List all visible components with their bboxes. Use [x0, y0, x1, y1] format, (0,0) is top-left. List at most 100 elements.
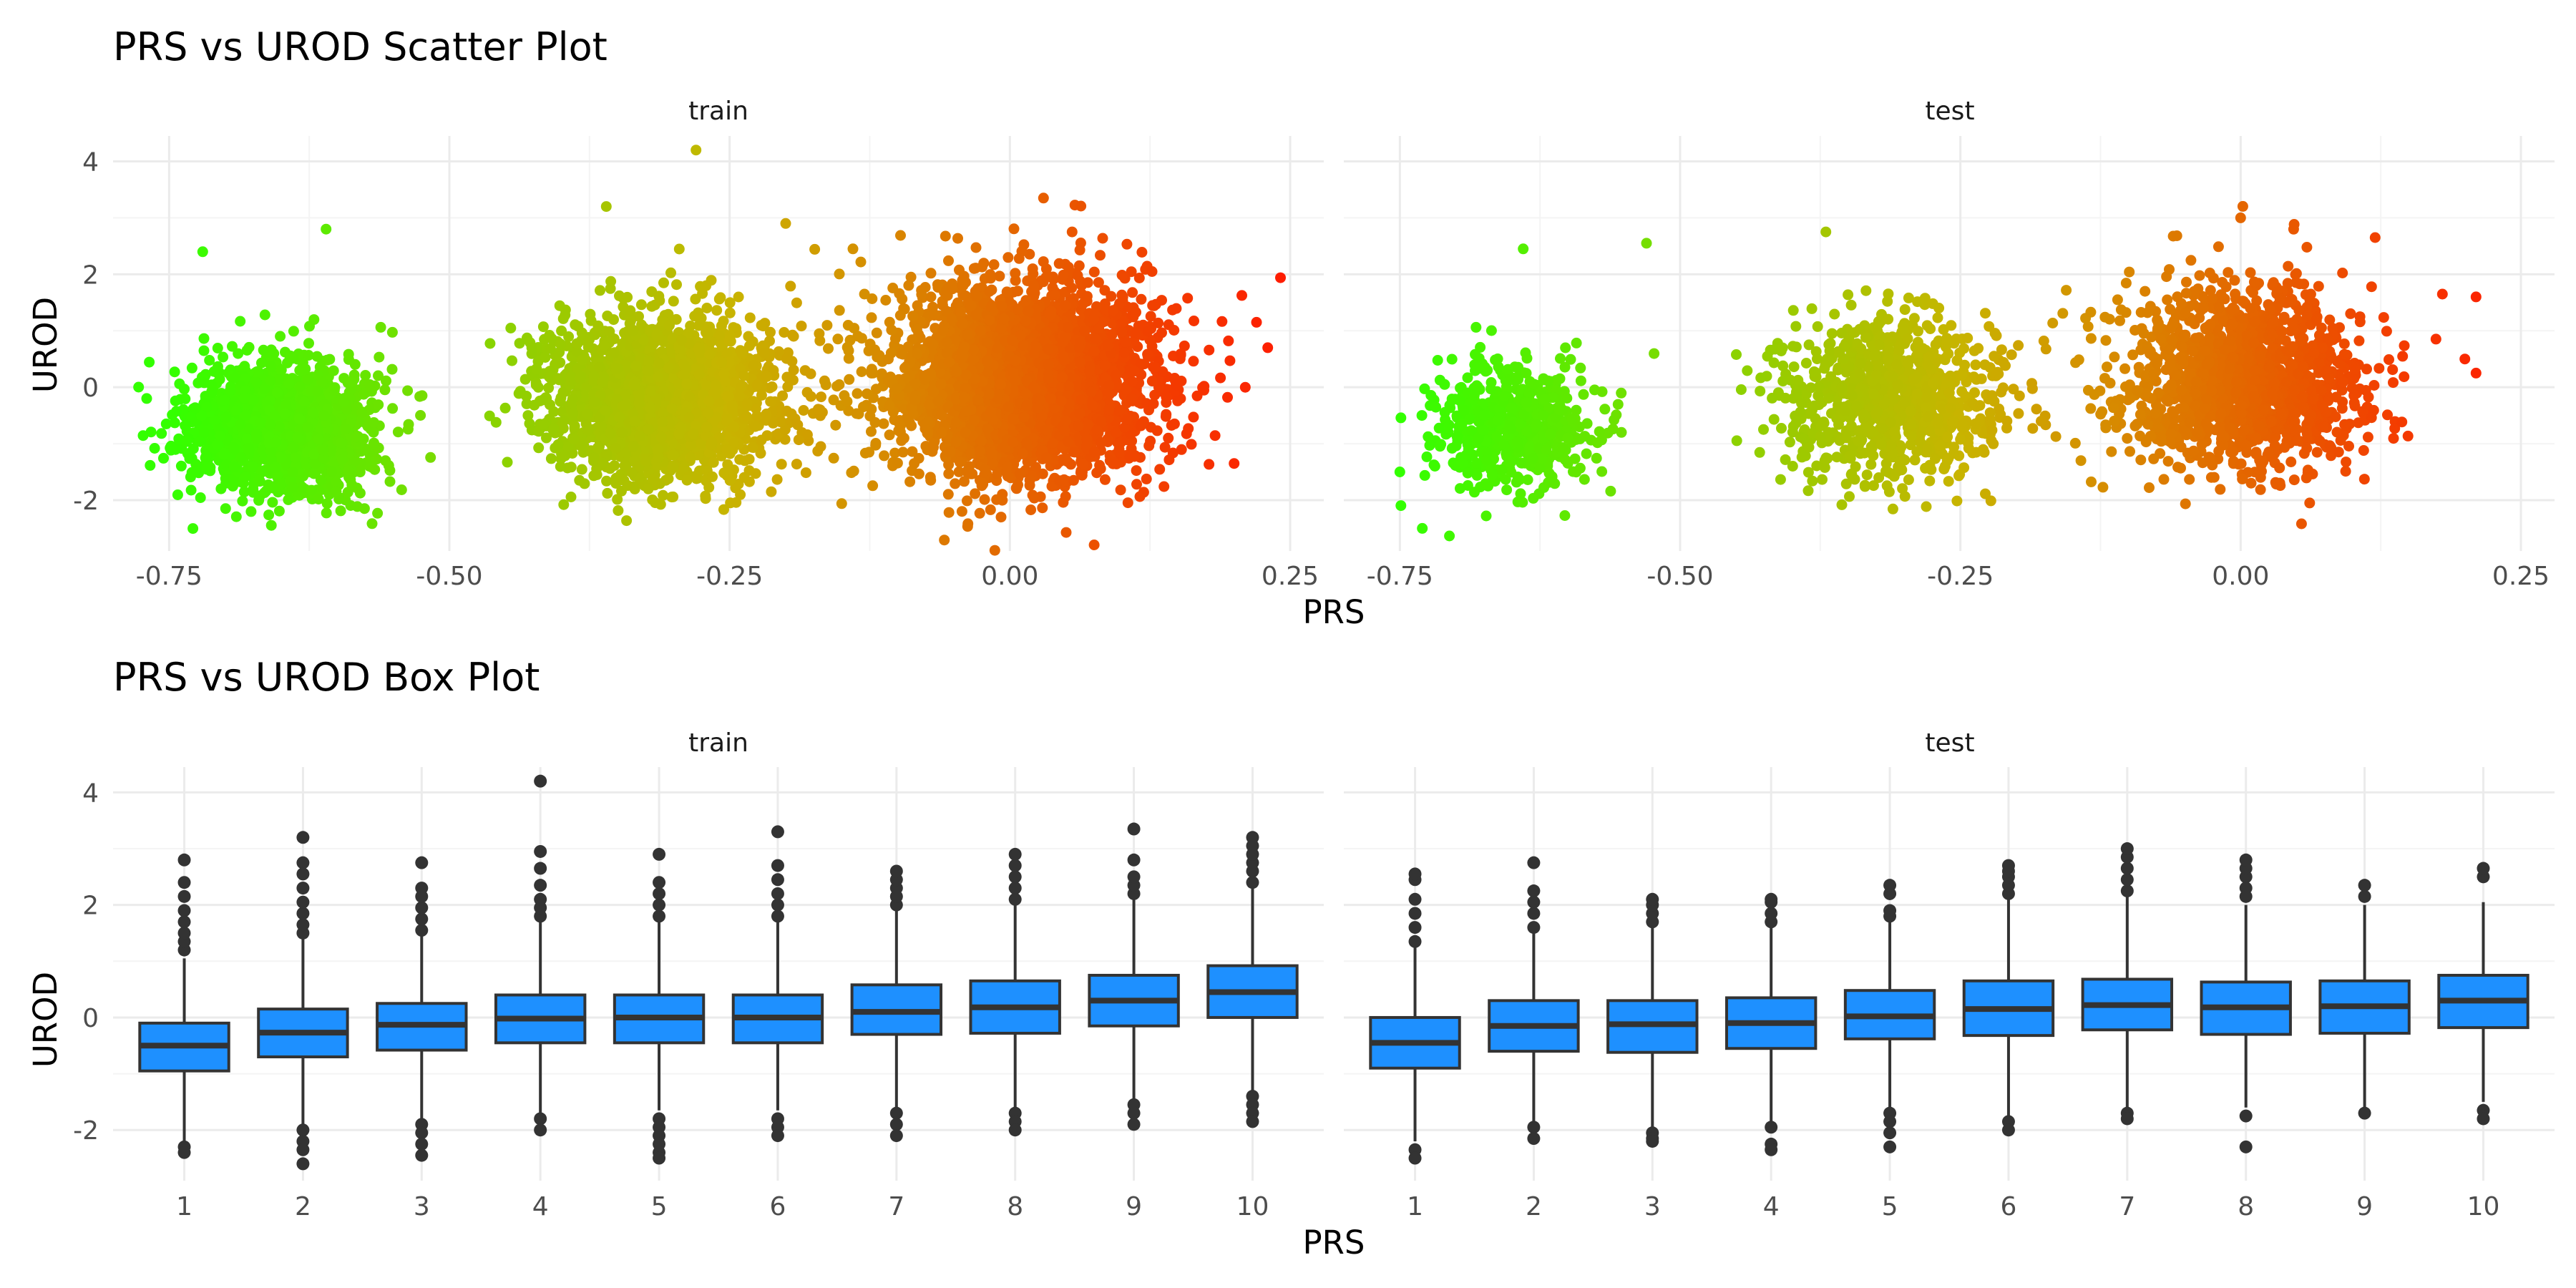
scatter-point	[198, 426, 210, 438]
scatter-point	[384, 476, 396, 487]
scatter-point	[622, 291, 633, 303]
scatter-point	[324, 353, 336, 365]
scatter-point	[209, 415, 220, 426]
scatter-point	[691, 473, 702, 484]
scatter-point	[570, 319, 581, 331]
scatter-point	[707, 471, 718, 482]
scatter-point	[563, 331, 575, 342]
scatter-point	[974, 507, 985, 519]
scatter-point	[557, 386, 569, 398]
scatter-point	[372, 507, 384, 519]
scatter-point	[684, 391, 696, 403]
scatter-point	[591, 469, 602, 480]
scatter-point	[186, 362, 197, 374]
scatter-point	[897, 447, 909, 458]
scatter-point	[283, 494, 294, 505]
scatter-point	[805, 368, 816, 379]
scatter-point	[791, 459, 802, 470]
scatter-point	[265, 361, 277, 372]
scatter-point	[718, 467, 730, 479]
scatter-point	[230, 405, 242, 416]
scatter-point	[373, 399, 384, 411]
scatter-point	[756, 434, 767, 446]
scatter-point	[279, 408, 291, 419]
scatter-point	[1122, 497, 1133, 509]
scatter-point	[576, 354, 587, 366]
scatter-point	[298, 364, 310, 376]
scatter-point	[1215, 372, 1226, 384]
scatter-point	[521, 391, 532, 401]
scatter-point	[364, 379, 376, 390]
scatter-point	[220, 503, 231, 514]
scatter-point	[275, 331, 286, 342]
scatter-point	[565, 371, 577, 383]
scatter-point	[215, 483, 227, 494]
scatter-point	[313, 494, 324, 504]
scatter-point	[1121, 238, 1133, 250]
scatter-point	[676, 334, 688, 346]
scatter-title: PRS vs UROD Scatter Plot	[113, 24, 608, 69]
scatter-point	[288, 441, 299, 453]
scatter-point	[777, 390, 789, 401]
scatter-point	[381, 375, 391, 386]
scatter-point	[656, 334, 668, 346]
scatter-point	[219, 448, 230, 459]
scatter-point	[198, 345, 210, 356]
scatter-point	[343, 348, 354, 360]
scatter-point	[369, 417, 379, 428]
scatter-point	[358, 389, 369, 400]
scatter-point	[685, 452, 696, 463]
scatter-point	[321, 498, 333, 509]
scatter-point	[765, 396, 776, 407]
scatter-point	[582, 424, 594, 436]
scatter-point	[668, 296, 679, 307]
scatter-point	[270, 462, 281, 473]
scatter-point	[387, 403, 399, 414]
scatter-point	[1204, 459, 1215, 470]
scatter-point	[592, 320, 604, 331]
scatter-point	[776, 459, 787, 470]
scatter-point	[294, 414, 306, 425]
scatter-point	[555, 338, 566, 350]
scatter-point	[230, 511, 242, 522]
scatter-point	[715, 292, 726, 303]
scatter-point	[796, 321, 807, 332]
scatter-point	[718, 504, 729, 515]
scatter-point	[531, 363, 542, 374]
scatter-point	[673, 243, 685, 255]
scatter-point	[701, 303, 713, 313]
scatter-point	[711, 305, 723, 316]
scatter-point	[239, 393, 250, 404]
scatter-point	[690, 293, 701, 305]
scatter-point	[815, 441, 826, 452]
scatter-point	[741, 399, 753, 410]
scatter-point	[392, 426, 404, 438]
scatter-point	[565, 462, 577, 473]
scatter-point	[907, 446, 918, 457]
scatter-point	[169, 366, 180, 378]
scatter-point	[256, 357, 267, 369]
scatter-point	[572, 338, 583, 349]
scatter-point	[855, 256, 867, 268]
scatter-point	[653, 371, 664, 382]
scatter-figure: PRS vs UROD Scatter Plot train test -202…	[26, 24, 2555, 631]
scatter-point	[787, 329, 798, 341]
scatter-point	[735, 381, 746, 393]
scatter-point	[629, 416, 640, 427]
scatter-point	[366, 518, 378, 530]
scatter-point	[703, 407, 714, 419]
scatter-point	[507, 355, 517, 366]
scatter-point	[1074, 244, 1085, 255]
scatter-point	[628, 324, 639, 336]
scatter-point	[354, 467, 366, 478]
scatter-point	[848, 465, 859, 477]
scatter-point	[187, 523, 199, 535]
scatter-point	[568, 434, 580, 445]
scatter-point	[1049, 289, 1060, 301]
scatter-point	[988, 259, 1000, 270]
scatter-point	[245, 506, 257, 517]
scatter-point	[560, 309, 571, 321]
scatter-point	[545, 343, 556, 354]
scatter-point	[350, 431, 361, 443]
